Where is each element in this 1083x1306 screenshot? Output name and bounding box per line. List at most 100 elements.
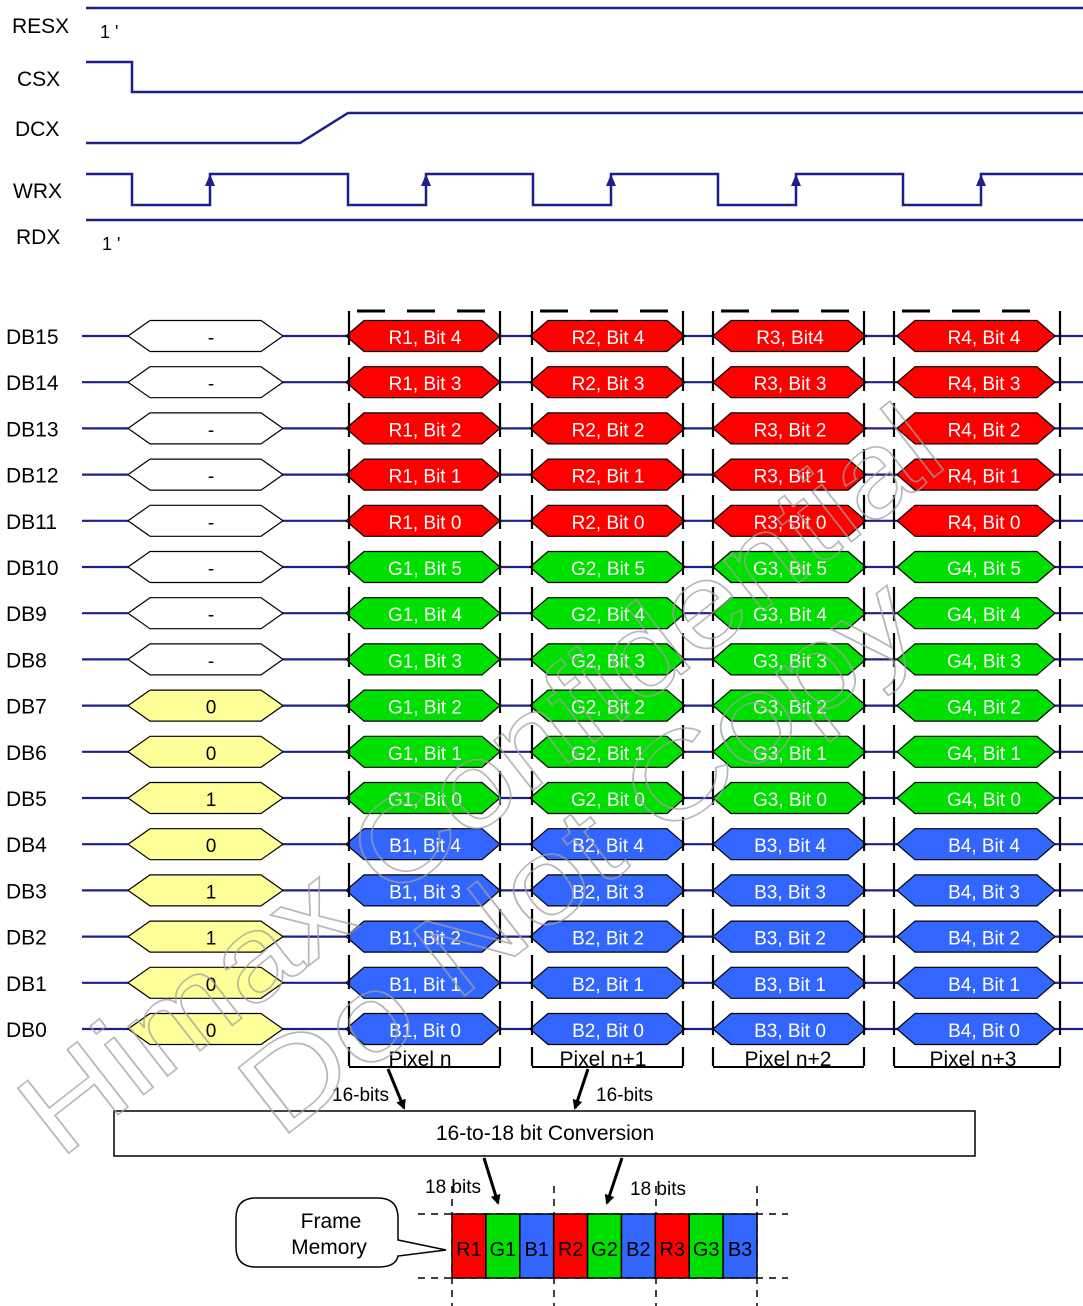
pixel-bit-cell: [529, 920, 686, 953]
command-cell: [126, 366, 285, 399]
pixel-bit-label: G4, Bit 0: [947, 790, 1021, 811]
pixel-group-3: Pixel n+2: [711, 309, 866, 1071]
command-value: 1: [206, 929, 217, 950]
command-value: -: [208, 374, 214, 395]
bus-row-db9: DB9 - G1, Bit 4 G2, Bit 4 G3, Bit 4 G4, Bit 4: [6, 597, 1083, 630]
pixel-bit-cell: [529, 874, 686, 907]
pixel-bit-cell: [712, 966, 867, 999]
bus-label: DB9: [6, 603, 47, 626]
memory-cell-label: B1: [524, 1239, 548, 1261]
pixel-bit-label: G4, Bit 2: [947, 698, 1021, 719]
pixel-bit-cell: [712, 781, 867, 815]
memory-cell: [451, 1213, 487, 1279]
pixel-bit-label: B3, Bit 1: [754, 975, 826, 996]
command-value: -: [208, 559, 214, 580]
arrow-18bits-left: [482, 1157, 501, 1205]
memory-cells: R1 G1 B1 R2 G2 B2 R3 G3 B3: [451, 1213, 758, 1279]
pixel-bit-label: B4, Bit 1: [948, 975, 1020, 996]
command-cell: [126, 458, 285, 491]
memory-cell: [688, 1213, 724, 1279]
conversion-section: 16-bits 16-bits 16-to-18 bit Conversion …: [113, 1068, 976, 1306]
memory-cell-label: R2: [558, 1239, 584, 1261]
bus-label: DB11: [6, 511, 57, 534]
pixel-bit-label: G1, Bit 1: [388, 744, 462, 765]
pixel-bit-label: B3, Bit 2: [754, 929, 826, 950]
command-value: 0: [206, 744, 217, 765]
bus-row-db13: DB13 - R1, Bit 2 R2, Bit 2 R3, Bit 2 R4, Bit …: [6, 412, 1083, 445]
frame-memory-line2: Memory: [291, 1236, 367, 1259]
pixel-bit-label: R3, Bit 1: [754, 467, 827, 488]
pixel-bit-cell: [712, 643, 867, 676]
pixel-label: Pixel n+2: [745, 1048, 832, 1071]
command-cell: [126, 504, 285, 537]
command-cell: [126, 689, 285, 722]
pixel-bit-label: G3, Bit 4: [753, 605, 827, 626]
command-value: -: [208, 605, 214, 626]
pixel-bit-label: R2, Bit 2: [572, 420, 645, 441]
pixel-bit-cell: [896, 966, 1056, 999]
pixel-bit-label: R3, Bit 0: [754, 513, 827, 534]
pixel-bit-cell: [896, 1012, 1056, 1046]
command-cell: [126, 920, 285, 953]
pixel-bit-label: R1, Bit 0: [389, 513, 462, 534]
pixel-bit-label: R4, Bit 3: [948, 374, 1021, 395]
pixel-bit-label: R1, Bit 1: [389, 467, 462, 488]
bits-18-label-right: 18 bits: [630, 1179, 686, 1200]
memory-cell-label: B3: [728, 1239, 752, 1261]
frame-memory-callout: [235, 1197, 447, 1268]
pixel-bit-label: B1, Bit 1: [389, 975, 461, 996]
pixel-bit-label: G4, Bit 1: [947, 744, 1021, 765]
pixel-bit-label: B2, Bit 4: [572, 836, 644, 857]
pixel-bit-label: R1, Bit 4: [389, 328, 462, 349]
command-value: 0: [206, 1021, 217, 1042]
pixel-label: Pixel n+1: [560, 1048, 647, 1071]
pixel-bit-label: B1, Bit 0: [389, 1021, 461, 1042]
pixel-bit-label: G4, Bit 5: [947, 559, 1021, 580]
pixel-bit-cell: [712, 689, 867, 722]
memory-cell-label: B2: [626, 1239, 650, 1261]
pixel-bit-label: R4, Bit 4: [948, 328, 1021, 349]
memory-cell: [654, 1213, 690, 1279]
pixel-bit-label: B3, Bit 4: [754, 836, 826, 857]
pixel-bit-cell: [529, 597, 686, 630]
pixel-bit-label: B4, Bit 0: [948, 1021, 1020, 1042]
bus-row-db14: DB14 - R1, Bit 3 R2, Bit 3 R3, Bit 3 R4, Bit …: [6, 366, 1083, 399]
pixel-bit-cell: [712, 920, 867, 953]
bus-label: DB12: [6, 465, 59, 488]
pixel-bit-cell: [896, 643, 1056, 676]
pixel-bit-cell: [896, 412, 1056, 445]
bus-row-db1: DB1 0 B1, Bit 1 B2, Bit 1 B3, Bit 1 B4, Bit 1: [6, 966, 1083, 999]
bus-row-db0: DB0 0 B1, Bit 0 B2, Bit 0 B3, Bit 0 B4, Bit 0: [6, 1012, 1083, 1046]
pixel-bit-cell: [529, 319, 686, 353]
bits-18-label-left: 18 bits: [425, 1177, 481, 1198]
pixel-bit-cell: [712, 458, 867, 491]
pixel-bit-cell: [712, 412, 867, 445]
pixel-bit-label: G3, Bit 0: [753, 790, 827, 811]
pixel-bit-cell: [529, 1012, 686, 1046]
bus-row-db15: DB15 - R1, Bit 4 R2, Bit 4 R3, Bit4 R4, Bit 4: [6, 319, 1083, 353]
command-value: -: [208, 328, 214, 349]
pixel-bit-cell: [712, 319, 867, 353]
pixel-bit-label: G1, Bit 0: [388, 790, 462, 811]
pixel-bit-label: R4, Bit 2: [948, 420, 1021, 441]
pixel-bit-cell: [529, 504, 686, 537]
pixel-bit-label: G2, Bit 5: [571, 559, 645, 580]
command-cell: [126, 1012, 285, 1046]
conversion-label: 16-to-18 bit Conversion: [436, 1122, 654, 1145]
pixel-bit-cell: [896, 597, 1056, 630]
pixel-bit-cell: [896, 689, 1056, 722]
bus-label: DB8: [6, 649, 47, 672]
arrow-16bits-right: [572, 1068, 590, 1110]
bus-label: DB10: [6, 557, 59, 580]
bus-label: DB4: [6, 834, 47, 857]
pixel-bit-label: R4, Bit 1: [948, 467, 1021, 488]
bus-label: DB2: [6, 927, 47, 950]
memory-cell: [519, 1213, 555, 1279]
pixel-bit-cell: [529, 781, 686, 815]
pixel-bit-cell: [896, 735, 1056, 768]
command-value: -: [208, 420, 214, 441]
pixel-bit-label: R3, Bit 2: [754, 420, 827, 441]
pixel-bit-label: R2, Bit 4: [572, 328, 645, 349]
pixel-bit-label: R2, Bit 0: [572, 513, 645, 534]
